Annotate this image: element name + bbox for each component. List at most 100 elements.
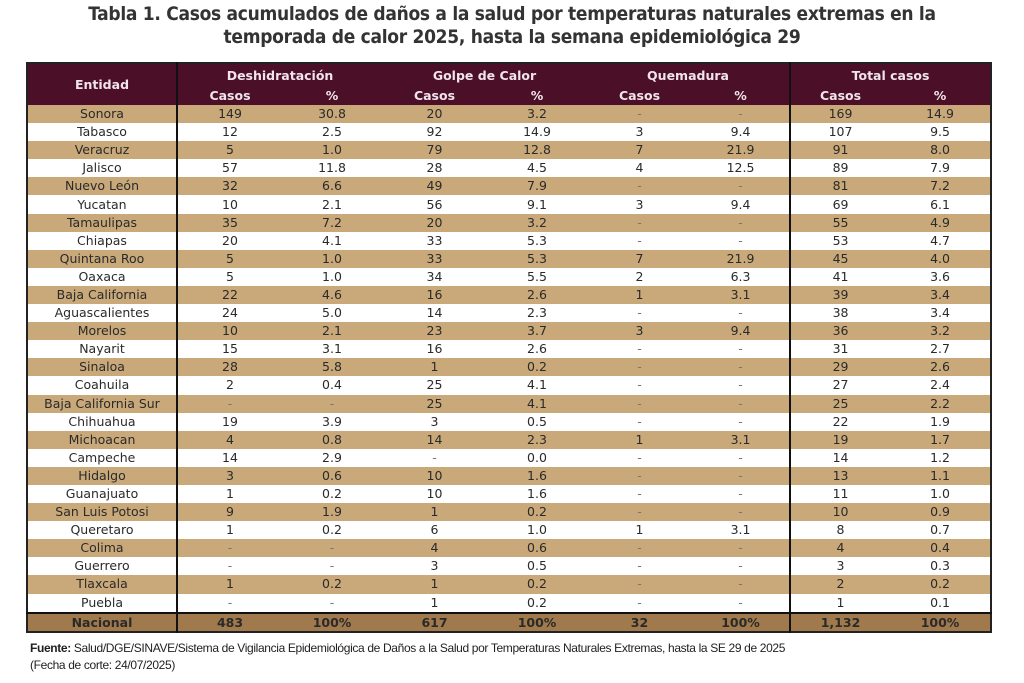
cell-golpe-casos: 16 bbox=[382, 340, 487, 359]
cell-quemadura-pct: 12.5 bbox=[692, 159, 792, 178]
cell-golpe-casos: 20 bbox=[382, 105, 487, 124]
table-row: Michoacan 4 0.8 14 2.3 1 3.1 19 1.7 bbox=[27, 430, 992, 449]
cell-golpe-pct: 2.6 bbox=[487, 285, 587, 305]
cell-total-casos: 36 bbox=[790, 322, 891, 341]
table-row: Guerrero - -3 0.5- -3 0.3 bbox=[27, 557, 992, 576]
cell-golpe-casos: 28 bbox=[382, 159, 487, 178]
table-row: Quintana Roo 5 1.0 33 5.3 7 21.9 45 4.0 bbox=[27, 249, 992, 268]
cell-entidad: Tabasco bbox=[27, 123, 178, 142]
cell-total-casos: 31 bbox=[790, 340, 891, 359]
cell-deshidratacion-pct: 0.2 bbox=[282, 521, 382, 540]
cell-total-casos: 2 bbox=[790, 575, 891, 594]
cell-total-casos: 8 bbox=[790, 521, 891, 540]
cell-entidad: Queretaro bbox=[27, 521, 178, 540]
table-row: Yucatan 10 2.1 56 9.1 3 9.4 69 6.1 bbox=[27, 195, 992, 214]
cell-golpe-casos: 33 bbox=[382, 231, 487, 250]
cell-total-casos: 1,132 bbox=[790, 611, 891, 632]
cell-quemadura-casos: 1 bbox=[587, 521, 692, 540]
cell-deshidratacion-pct: 3.9 bbox=[282, 412, 382, 431]
cell-deshidratacion-pct: 2.1 bbox=[282, 322, 382, 341]
cell-quemadura-pct: - bbox=[692, 177, 792, 196]
cell-entidad: Chiapas bbox=[27, 231, 178, 250]
header-entidad: Entidad bbox=[27, 63, 178, 105]
cell-quemadura-pct: 9.4 bbox=[692, 322, 792, 341]
cell-golpe-casos: 14 bbox=[382, 304, 487, 323]
cell-golpe-casos: 1 bbox=[382, 503, 487, 522]
cell-total-pct: 1.1 bbox=[890, 466, 992, 485]
cell-golpe-casos: 14 bbox=[382, 430, 487, 449]
cell-total-pct: 0.4 bbox=[890, 539, 992, 558]
cell-total-casos: 25 bbox=[790, 394, 891, 413]
cell-quemadura-pct: 6.3 bbox=[692, 267, 792, 286]
cell-deshidratacion-casos: 20 bbox=[177, 231, 282, 250]
header-sub: Casos bbox=[382, 88, 487, 105]
cell-golpe-pct: 3.2 bbox=[487, 105, 587, 124]
cell-entidad: Veracruz bbox=[27, 141, 178, 160]
cutoff-date: (Fecha de corte: 24/07/2025) bbox=[30, 658, 175, 672]
cell-quemadura-casos: - bbox=[587, 394, 692, 413]
cell-deshidratacion-casos: 24 bbox=[177, 304, 282, 323]
cell-golpe-pct: 0.2 bbox=[487, 575, 587, 594]
cell-golpe-casos: - bbox=[382, 448, 487, 467]
cell-total-casos: 10 bbox=[790, 503, 891, 522]
cell-total-pct: 3.2 bbox=[890, 322, 992, 341]
cell-deshidratacion-pct: 7.2 bbox=[282, 213, 382, 232]
cell-total-pct: 1.7 bbox=[890, 430, 992, 449]
cell-deshidratacion-pct: - bbox=[282, 539, 382, 558]
cell-total-casos: 14 bbox=[790, 448, 891, 467]
cell-deshidratacion-casos: - bbox=[177, 593, 282, 613]
cell-deshidratacion-casos: 1 bbox=[177, 521, 282, 540]
cell-golpe-casos: 3 bbox=[382, 557, 487, 576]
cell-quemadura-casos: - bbox=[587, 358, 692, 377]
cell-quemadura-casos: 3 bbox=[587, 123, 692, 142]
table-row: Sinaloa 28 5.8 1 0.2- -29 2.6 bbox=[27, 358, 992, 377]
cell-golpe-casos: 25 bbox=[382, 394, 487, 413]
cell-quemadura-pct: - bbox=[692, 593, 792, 613]
cell-deshidratacion-casos: 14 bbox=[177, 448, 282, 467]
cell-quemadura-pct: 3.1 bbox=[692, 430, 792, 449]
cell-deshidratacion-casos: 1 bbox=[177, 484, 282, 504]
cell-entidad: Tamaulipas bbox=[27, 213, 178, 232]
cell-entidad: Yucatan bbox=[27, 195, 178, 214]
cell-golpe-casos: 20 bbox=[382, 213, 487, 232]
cell-deshidratacion-casos: 5 bbox=[177, 249, 282, 268]
cell-quemadura-casos: - bbox=[587, 177, 692, 196]
cell-total-pct: 4.0 bbox=[890, 249, 992, 268]
cell-quemadura-pct: - bbox=[692, 231, 792, 250]
cell-deshidratacion-casos: 22 bbox=[177, 285, 282, 305]
cell-quemadura-casos: - bbox=[587, 304, 692, 323]
total-row: Nacional 483 100% 617 100% 32 100% 1,132 100% bbox=[27, 611, 992, 632]
cell-deshidratacion-pct: 6.6 bbox=[282, 177, 382, 196]
cell-quemadura-casos: - bbox=[587, 466, 692, 485]
cell-total-casos: 89 bbox=[790, 159, 891, 178]
table-row: Chiapas 20 4.1 33 5.3- -53 4.7 bbox=[27, 231, 992, 250]
header-sub: % bbox=[890, 88, 992, 105]
cell-deshidratacion-pct: - bbox=[282, 394, 382, 413]
table-row: Chihuahua 19 3.9 3 0.5- -22 1.9 bbox=[27, 412, 992, 431]
cell-entidad: Oaxaca bbox=[27, 267, 178, 286]
cell-total-casos: 55 bbox=[790, 213, 891, 232]
cell-quemadura-casos: 1 bbox=[587, 285, 692, 305]
cell-deshidratacion-casos: 10 bbox=[177, 322, 282, 341]
cell-entidad: Sinaloa bbox=[27, 358, 178, 377]
header-sub: Casos bbox=[587, 88, 692, 105]
cell-deshidratacion-pct: 30.8 bbox=[282, 105, 382, 124]
cell-quemadura-casos: - bbox=[587, 539, 692, 558]
table-row: Oaxaca 5 1.0 34 5.5 2 6.3 41 3.6 bbox=[27, 267, 992, 286]
cell-quemadura-pct: - bbox=[692, 503, 792, 522]
cell-quemadura-casos: - bbox=[587, 231, 692, 250]
cell-deshidratacion-pct: 2.5 bbox=[282, 123, 382, 142]
source-note: Fuente: Salud/DGE/SINAVE/Sistema de Vigi… bbox=[30, 640, 785, 674]
table-body: Sonora 149 30.8 20 3.2- -169 14.9 Tabasco 12 2.5 9… bbox=[27, 105, 992, 632]
cell-total-casos: 38 bbox=[790, 304, 891, 323]
cell-deshidratacion-pct: 0.6 bbox=[282, 466, 382, 485]
header-sub: Casos bbox=[790, 88, 891, 105]
cell-entidad: Morelos bbox=[27, 322, 178, 341]
cell-entidad: Nacional bbox=[27, 611, 178, 632]
source-text: Salud/DGE/SINAVE/Sistema de Vigilancia E… bbox=[70, 641, 786, 655]
cell-golpe-casos: 1 bbox=[382, 358, 487, 377]
table-row: Colima - -4 0.6- -4 0.4 bbox=[27, 539, 992, 558]
cell-golpe-pct: 4.5 bbox=[487, 159, 587, 178]
table-row: Morelos 10 2.1 23 3.7 3 9.4 36 3.2 bbox=[27, 322, 992, 341]
cell-golpe-casos: 34 bbox=[382, 267, 487, 286]
